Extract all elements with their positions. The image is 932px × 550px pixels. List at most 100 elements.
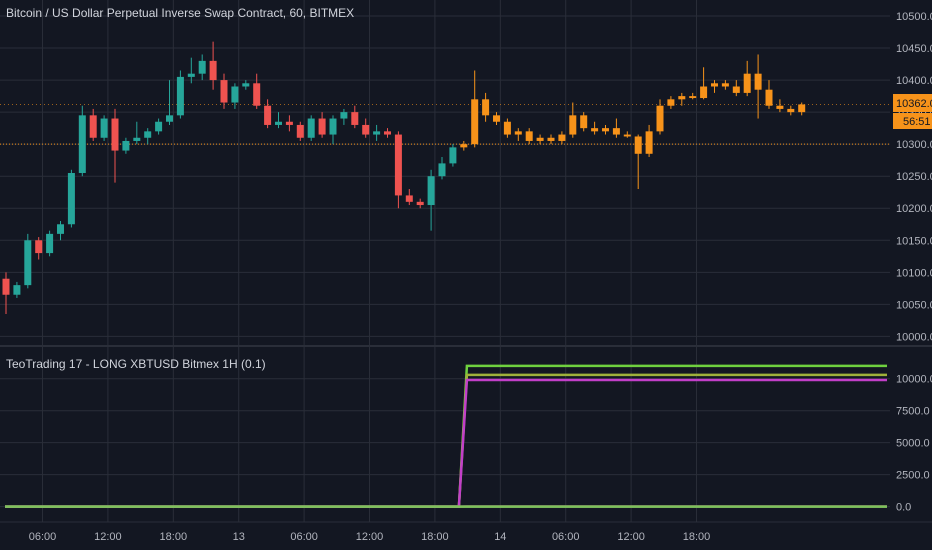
candle [155, 118, 163, 135]
y-tick-label: 10050.0 [896, 299, 932, 311]
candle [111, 108, 119, 183]
candle-body [384, 131, 391, 135]
candle [209, 41, 217, 90]
candle-body [536, 137, 544, 141]
x-tick-label: 06:00 [552, 531, 580, 543]
x-tick-label: 06:00 [29, 531, 57, 543]
indicator-title: TeoTrading 17 - LONG XBTUSD Bitmex 1H (0… [6, 357, 266, 371]
candles [2, 41, 806, 314]
candle [765, 80, 773, 109]
candle [711, 80, 718, 93]
candle-body [373, 131, 381, 135]
candle [743, 60, 751, 97]
candle-body [493, 115, 500, 122]
candle-body [743, 73, 751, 93]
candle [525, 128, 533, 145]
candle [732, 80, 740, 97]
candle [416, 198, 424, 209]
candle-body [253, 83, 261, 106]
candle-body [231, 86, 239, 103]
candle [100, 115, 108, 141]
candle [471, 70, 479, 148]
candle [35, 237, 43, 260]
y-tick-label: 10250.0 [896, 171, 932, 183]
candle [634, 134, 642, 190]
candle [187, 57, 195, 84]
candle-body [176, 76, 184, 116]
candle [405, 189, 413, 206]
candle [612, 118, 620, 138]
candle [536, 134, 544, 145]
candle [307, 115, 315, 141]
candle [220, 73, 228, 109]
candle [78, 105, 86, 177]
candle-body [144, 131, 152, 138]
y-tick-label: 10200.0 [896, 203, 932, 215]
candle [275, 112, 282, 129]
candle [122, 137, 130, 154]
y-tick-label: 10300.0 [896, 139, 932, 151]
candle [133, 121, 141, 145]
x-tick-label: 14 [494, 531, 506, 543]
candle [558, 131, 566, 145]
candle-body [242, 83, 250, 87]
y-tick-label: 10000.0 [896, 331, 932, 343]
candle-body [787, 108, 795, 113]
candle-body [645, 131, 653, 154]
candle-body [776, 105, 784, 109]
candle [351, 105, 359, 129]
candle-body [2, 278, 10, 295]
candle [569, 102, 577, 138]
candle-body [24, 240, 32, 286]
candle [46, 230, 54, 257]
candle-body [580, 115, 588, 129]
candle [242, 80, 250, 90]
candle-body [449, 147, 457, 164]
indicator-axis[interactable]: 10000.0 7500.0 5000.0 2500.0 0.0 [896, 374, 932, 514]
candle [798, 102, 806, 116]
candle [2, 272, 10, 314]
candle [754, 54, 762, 119]
candle-body [525, 131, 533, 141]
candle-body [689, 96, 697, 99]
candle-body [394, 134, 402, 196]
indicator-y-tick-label: 2500.0 [896, 470, 930, 482]
candle-body [460, 144, 468, 148]
candle-body [416, 201, 424, 206]
candle [340, 108, 348, 125]
candle-body [318, 118, 326, 135]
x-tick-label: 06:00 [290, 531, 318, 543]
candle-body [798, 104, 806, 113]
candle [231, 83, 239, 109]
candle-body [569, 115, 577, 135]
candle [176, 70, 184, 119]
candle-body [700, 86, 708, 99]
x-tick-label: 13 [233, 531, 245, 543]
candle-body [656, 105, 664, 132]
candle-body [209, 60, 217, 81]
candle [285, 115, 293, 132]
main-title: Bitcoin / US Dollar Perpetual Inverse Sw… [6, 6, 354, 20]
candle [460, 140, 468, 151]
candle-body [612, 128, 620, 135]
y-tick-label: 10100.0 [896, 267, 932, 279]
candle [667, 96, 675, 109]
candle [264, 99, 272, 129]
x-tick-label: 12:00 [356, 531, 384, 543]
candle [514, 128, 522, 141]
candle-body [155, 121, 163, 132]
candle-body [482, 99, 490, 116]
candle [438, 156, 446, 180]
candle [656, 99, 664, 135]
candle [57, 221, 64, 241]
candle [13, 281, 21, 298]
time-axis[interactable]: 06:00 12:00 18:00 13 06:00 12:00 18:00 14 06:00 1… [29, 531, 711, 543]
candle [678, 92, 686, 106]
candle-body [405, 195, 413, 202]
candle-body [634, 136, 642, 154]
candle-body [514, 131, 522, 135]
candle-body [351, 112, 359, 125]
candle-body [329, 118, 337, 135]
indicator-lines [5, 364, 887, 508]
